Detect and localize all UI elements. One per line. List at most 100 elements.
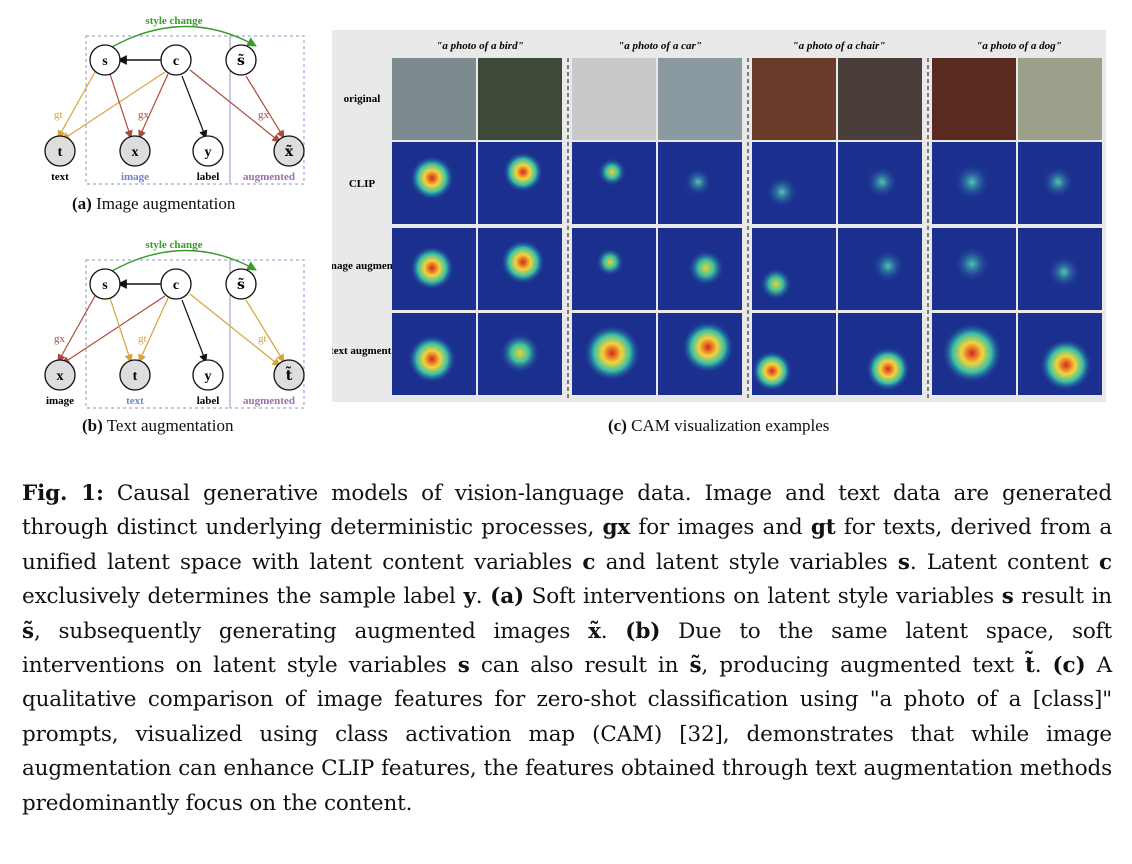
node-c: c	[160, 268, 192, 300]
cam-hotspot	[410, 156, 454, 200]
cam-hotspot	[1040, 339, 1092, 391]
svg-text:c: c	[173, 54, 179, 69]
node-x-tilde: x̃	[273, 135, 305, 167]
node-x: x	[44, 359, 76, 391]
node-x: x	[119, 135, 151, 167]
image-augmentation-diagram: style change gt gx gx s c s̃ t x y x̃ te…	[44, 15, 305, 185]
node-s-tilde: s̃	[225, 44, 257, 76]
subcaption-c: (c) CAM visualization examples	[608, 416, 830, 435]
node-t: t	[119, 359, 151, 391]
cam-hotspot	[584, 325, 640, 381]
svg-text:t: t	[58, 145, 63, 160]
augmented-label: augmented	[243, 171, 295, 183]
cam-hotspot	[1042, 166, 1074, 198]
label-label: label	[197, 171, 220, 183]
gt-label: gt	[138, 333, 147, 345]
style-change-label: style change	[145, 15, 202, 27]
node-s-tilde: s̃	[225, 268, 257, 300]
image-label: image	[46, 395, 74, 407]
subcaption-a: (a) Image augmentation	[72, 194, 236, 213]
style-change-arrow	[109, 249, 257, 273]
c-to-y-arrow	[181, 299, 208, 363]
cam-hotspot	[954, 246, 990, 282]
svg-text:y: y	[205, 145, 212, 160]
gx-label: gx	[258, 109, 270, 121]
cam-heatmap	[752, 228, 836, 310]
cam-hotspot	[752, 351, 792, 391]
column-header-car: "a photo of a car"	[618, 40, 702, 52]
cam-visualization-grid: "a photo of a bird" "a photo of a car" "…	[332, 30, 1106, 402]
c-to-xtilde-arrow	[189, 69, 281, 143]
svg-text:x: x	[57, 369, 64, 384]
original-image	[1018, 58, 1102, 140]
subcaption-b: (b) Text augmentation	[82, 416, 234, 435]
figure-label: Fig. 1:	[22, 481, 104, 506]
original-image	[658, 58, 742, 140]
c-to-t-arrow	[138, 297, 169, 363]
cam-hotspot	[1048, 256, 1080, 288]
s-to-x-arrow	[109, 73, 133, 139]
cam-hotspot	[866, 166, 898, 198]
gx-label: gx	[138, 109, 150, 121]
svg-text:s: s	[102, 278, 108, 293]
c-to-y-arrow	[181, 75, 208, 139]
text-label: text	[126, 395, 144, 407]
augmented-box	[229, 35, 305, 185]
svg-text:s̃: s̃	[237, 52, 245, 69]
svg-text:t: t	[133, 369, 138, 384]
cam-hotspot	[872, 250, 904, 282]
node-t-tilde: t̃	[273, 359, 305, 391]
stilde-to-xtilde-arrow	[245, 75, 285, 139]
original-image	[752, 58, 836, 140]
cam-hotspot	[688, 250, 724, 286]
cam-hotspot	[596, 248, 624, 276]
svg-text:c: c	[173, 278, 179, 293]
cam-hotspot	[410, 246, 454, 290]
cam-hotspot	[866, 347, 910, 391]
original-image	[478, 58, 562, 140]
svg-text:s: s	[102, 54, 108, 69]
augmented-box	[229, 259, 305, 409]
column-header-dog: "a photo of a dog"	[976, 40, 1062, 52]
latent-box	[85, 35, 231, 185]
cam-hotspot	[682, 321, 734, 373]
c-to-t-arrow	[61, 71, 166, 141]
svg-text:t̃: t̃	[286, 364, 293, 384]
node-y: y	[192, 359, 224, 391]
augmented-label: augmented	[243, 395, 295, 407]
cam-hotspot	[598, 158, 626, 186]
svg-text:y: y	[205, 369, 212, 384]
gt-label: gt	[54, 109, 63, 121]
cam-cells	[392, 58, 1102, 395]
gx-label: gx	[54, 333, 66, 345]
node-t: t	[44, 135, 76, 167]
s-to-x-arrow	[57, 295, 96, 363]
svg-text:s̃: s̃	[237, 276, 245, 293]
node-c: c	[160, 44, 192, 76]
row-label-clip: CLIP	[349, 178, 376, 190]
svg-text:x: x	[132, 145, 139, 160]
column-header-bird: "a photo of a bird"	[436, 40, 523, 52]
original-image	[392, 58, 476, 140]
cam-hotspot	[684, 168, 712, 196]
svg-text:x̃: x̃	[285, 143, 294, 160]
cam-hotspot	[942, 323, 1002, 383]
text-augmentation-diagram: style change gx gt gt s c s̃ x t y t̃ im…	[44, 239, 305, 409]
stilde-to-ttilde-arrow	[245, 299, 285, 363]
style-change-arrow	[109, 25, 257, 49]
image-label: image	[121, 171, 149, 183]
cam-hotspot	[501, 240, 545, 284]
text-label: text	[51, 171, 69, 183]
node-y: y	[192, 135, 224, 167]
node-s: s	[89, 44, 121, 76]
gt-label: gt	[258, 333, 267, 345]
cam-hotspot	[766, 176, 798, 208]
column-header-chair: "a photo of a chair"	[793, 40, 886, 52]
style-change-label: style change	[145, 239, 202, 251]
original-image	[932, 58, 1016, 140]
node-s: s	[89, 268, 121, 300]
cam-hotspot	[760, 268, 792, 300]
original-image	[572, 58, 656, 140]
cam-hotspot	[408, 335, 456, 383]
c-to-ttilde-arrow	[189, 293, 281, 367]
